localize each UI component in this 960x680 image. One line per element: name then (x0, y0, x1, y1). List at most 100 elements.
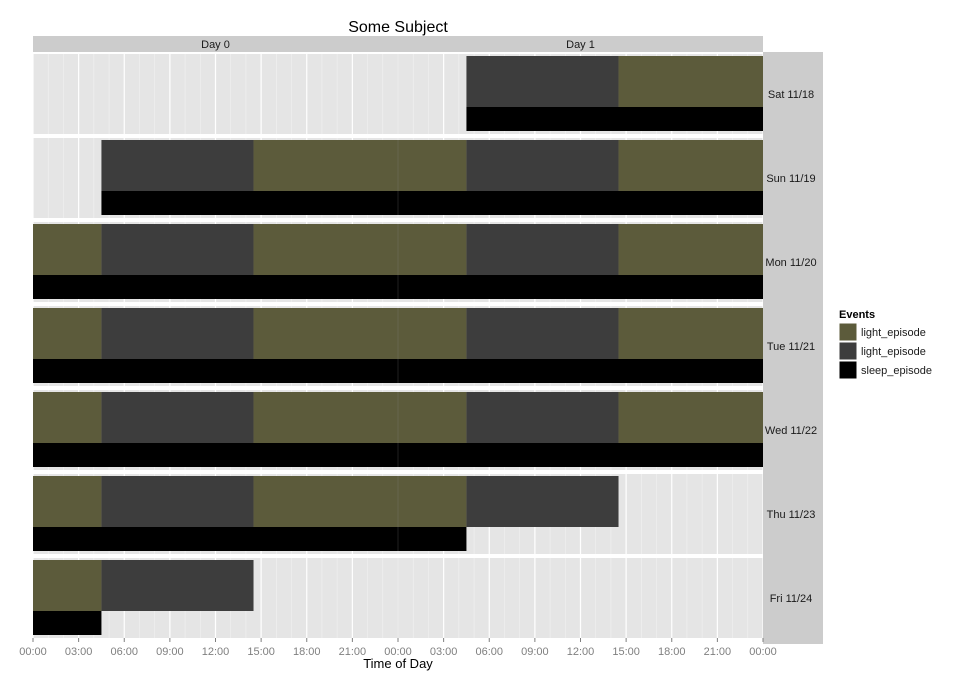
x-tick-label: 09:00 (156, 646, 184, 658)
x-tick-label: 15:00 (247, 646, 275, 658)
x-tick-label: 15:00 (612, 646, 640, 658)
x-tick-label: 09:00 (521, 646, 549, 658)
legend-entry-label: sleep_episode (861, 365, 932, 377)
row-strip-label: Sun 11/19 (766, 173, 815, 185)
legend-entry: sleep_episode (838, 360, 932, 380)
row-strip-background (763, 136, 823, 220)
row-strip-background (763, 220, 823, 304)
row-strip-background (763, 304, 823, 388)
x-tick-label: 06:00 (110, 646, 138, 658)
light-episode-on-bar (618, 224, 763, 275)
panel-row (32, 558, 764, 638)
legend-keys: light_episode light_episode sleep_episode (838, 322, 932, 380)
panel-row (32, 306, 764, 386)
light-episode-off-bar (101, 476, 254, 527)
light-episode-on-bar (253, 392, 467, 443)
column-strip-day1: Day 1 (398, 36, 763, 52)
panel-row (32, 138, 764, 218)
sleep-episode-bar (33, 275, 763, 299)
x-tick-label: 18:00 (293, 646, 321, 658)
row-strip: Mon 11/20 (763, 220, 823, 304)
row-strip-label: Fri 11/24 (770, 593, 813, 605)
x-axis-title: Time of Day (363, 656, 433, 671)
x-tick-label: 18:00 (658, 646, 686, 658)
sleep-episode-bar (101, 191, 763, 215)
light-episode-off-bar (466, 140, 619, 191)
legend-entry-label: light_episode (861, 346, 926, 358)
panel-row (32, 222, 764, 302)
row-strips: Sat 11/18 Sun 11/19 Mon 11/20 Tue 11/21 Wed … (763, 52, 823, 644)
x-tick-label: 03:00 (430, 646, 458, 658)
panel-row (32, 390, 764, 470)
legend: Events light_episode light_episode sleep_e… (838, 309, 932, 380)
row-strip-background (763, 52, 823, 136)
light-episode-off-bar (101, 560, 254, 611)
legend-entry: light_episode (838, 341, 926, 361)
x-tick-label: 03:00 (65, 646, 93, 658)
light-episode-on-bar (33, 308, 102, 359)
light-episode-on-bar (618, 392, 763, 443)
row-strip: Thu 11/23 (763, 472, 823, 556)
light-episode-on-bar (618, 140, 763, 191)
row-strip: Fri 11/24 (763, 556, 823, 644)
panel-row (32, 54, 764, 134)
row-strip: Sat 11/18 (763, 52, 823, 136)
chart-title: Some Subject (348, 19, 448, 36)
x-tick-label: 00:00 (384, 646, 412, 658)
column-strip-day0: Day 0 (33, 36, 398, 52)
light-episode-on-bar (33, 392, 102, 443)
sleep-episode-bar (33, 443, 763, 467)
x-tick-label: 21:00 (704, 646, 732, 658)
row-strip-label: Thu 11/23 (767, 509, 816, 521)
x-tick-label: 00:00 (749, 646, 777, 658)
light-episode-on-bar (33, 560, 102, 611)
row-strip-label: Sat 11/18 (768, 89, 814, 101)
light-episode-on-bar (618, 56, 763, 107)
row-strip-label: Wed 11/22 (765, 425, 817, 437)
legend-title: Events (839, 309, 875, 321)
light-episode-off-bar (101, 392, 254, 443)
sleep-episode-bar (33, 359, 763, 383)
x-axis: 00:00 03:00 06:00 09:00 12:00 15:00 18:00 21:00… (19, 638, 777, 658)
light-episode-on-bar (33, 224, 102, 275)
x-tick-label: 21:00 (339, 646, 367, 658)
light-episode-off-bar (466, 56, 619, 107)
x-tick-label: 12:00 (202, 646, 230, 658)
light-episode-off-bar (101, 140, 254, 191)
sleep-episode-bar (466, 107, 763, 131)
light-episode-off-bar (466, 224, 619, 275)
row-strip: Wed 11/22 (763, 388, 823, 472)
x-tick-label: 12:00 (567, 646, 595, 658)
light-episode-on-bar (33, 476, 102, 527)
column-strip-day1-label: Day 1 (566, 39, 595, 51)
sleep-episode-bar (33, 611, 102, 635)
row-strip-label: Mon 11/20 (765, 257, 816, 269)
legend-key-swatch (838, 341, 858, 361)
light-episode-on-bar (253, 224, 467, 275)
light-episode-off-bar (101, 224, 254, 275)
x-tick-label: 06:00 (475, 646, 503, 658)
row-strip: Tue 11/21 (763, 304, 823, 388)
sleep-episode-bar (33, 527, 467, 551)
row-strip-background (763, 556, 823, 644)
column-strip-day0-label: Day 0 (201, 39, 230, 51)
panel-row (32, 474, 764, 554)
legend-key-swatch (838, 322, 858, 342)
plot-panels (32, 54, 764, 638)
light-episode-on-bar (253, 476, 467, 527)
legend-entry-label: light_episode (861, 327, 926, 339)
x-tick-label: 00:00 (19, 646, 47, 658)
light-episode-off-bar (466, 476, 619, 527)
light-episode-on-bar (253, 308, 467, 359)
row-strip-label: Tue 11/21 (767, 341, 815, 353)
light-episode-off-bar (466, 392, 619, 443)
legend-key-swatch (838, 360, 858, 380)
row-strip-background (763, 388, 823, 472)
light-episode-off-bar (101, 308, 254, 359)
legend-entry: light_episode (838, 322, 926, 342)
row-strip-background (763, 472, 823, 556)
light-episode-on-bar (618, 308, 763, 359)
row-strip: Sun 11/19 (763, 136, 823, 220)
light-episode-off-bar (466, 308, 619, 359)
